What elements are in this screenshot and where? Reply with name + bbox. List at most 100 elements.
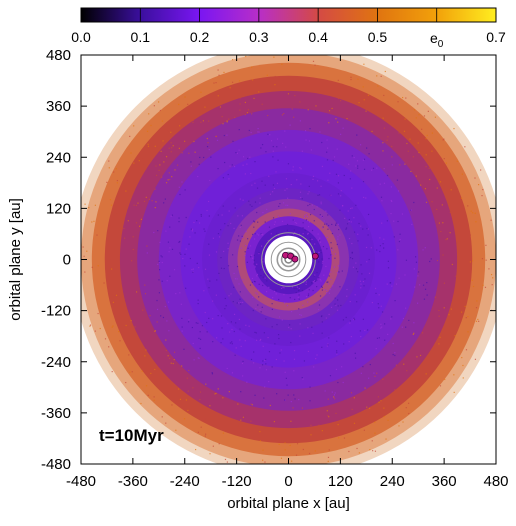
disk-particle [327,283,330,285]
disk-particle [187,103,189,105]
disk-particle [111,371,113,373]
disk-particle [284,442,286,444]
disk-particle [254,266,256,268]
disk-particle [178,186,180,188]
disk-particle [133,162,135,164]
disk-particle [278,337,280,340]
disk-particle [206,137,208,140]
disk-particle [368,377,370,379]
disk-particle [298,288,300,290]
disk-particle [417,103,419,105]
disk-particle [209,179,211,182]
disk-particle [356,447,358,450]
disk-particle [293,394,295,396]
disk-particle [165,422,167,424]
disk-particle [472,212,474,214]
disk-particle [254,161,256,163]
disk-particle [310,424,312,426]
disk-particle [168,357,171,360]
disk-particle [218,74,220,76]
disk-particle [394,354,396,357]
disk-particle [342,381,344,384]
disk-particle [335,118,337,120]
disk-particle [255,332,257,334]
disk-particle [179,240,181,243]
disk-particle [203,156,205,159]
disk-particle [255,438,257,440]
disk-particle [198,266,200,269]
disk-particle [337,79,339,81]
disk-particle [410,170,412,173]
disk-particle [265,369,268,371]
disk-particle [261,364,264,366]
disk-particle [407,402,410,404]
disk-particle [419,354,422,357]
disk-particle [330,278,332,281]
disk-particle [313,220,315,222]
disk-particle [335,173,338,175]
disk-particle [363,285,365,287]
disk-particle [285,146,287,148]
disk-particle [213,82,215,84]
disk-particle [394,389,396,391]
disk-particle [321,289,323,291]
disk-particle [335,304,337,306]
disk-particle [425,138,427,140]
disk-particle [315,105,317,107]
disk-particle [195,448,197,451]
disk-particle [163,202,165,204]
disk-particle [358,222,360,225]
disk-particle [381,311,384,313]
disk-particle [342,205,344,207]
disk-particle [337,299,339,301]
disk-particle [472,260,474,262]
disk-particle [281,114,284,116]
disk-particle [295,454,298,456]
disk-particle [337,193,340,195]
disk-particle [183,418,186,420]
colorbar-gradient [80,7,497,23]
disk-particle [332,249,334,251]
disk-particle [241,362,244,365]
disk-particle [342,127,344,129]
disk-particle [477,318,479,321]
disk-particle [379,183,381,185]
disk-particle [123,227,125,230]
disk-particle [357,165,359,167]
disk-particle [334,392,336,394]
disk-particle [161,416,163,418]
disk-particle [178,217,180,219]
disk-particle [158,261,161,263]
disk-particle [242,164,244,166]
disk-particle [259,309,261,311]
disk-particle [233,286,235,288]
disk-particle [337,305,339,307]
disk-particle [440,230,442,233]
disk-particle [356,134,358,136]
disk-particle [256,263,258,265]
disk-particle [255,339,258,341]
disk-particle [238,302,240,304]
disk-particle [340,100,342,102]
disk-particle [273,187,276,190]
disk-particle [438,222,441,224]
disk-particle [242,236,244,238]
disk-particle [308,221,311,223]
disk-particle [396,179,399,181]
colorbar: 0.0 0.1 0.2 0.3 0.4 0.5 0.7 e0 [71,7,506,50]
disk-particle [192,268,194,270]
disk-particle [327,228,329,230]
disk-particle [328,122,330,124]
disk-particle [212,318,214,320]
disk-particle [160,150,162,152]
disk-particle [294,94,296,97]
disk-particle [233,272,235,275]
disk-particle [222,432,225,434]
disk-particle [205,433,207,435]
disk-particle [254,221,256,223]
disk-particle [380,323,382,325]
disk-particle [157,263,159,265]
disk-particle [217,214,219,216]
disk-particle [229,342,232,344]
disk-particle [261,103,263,105]
